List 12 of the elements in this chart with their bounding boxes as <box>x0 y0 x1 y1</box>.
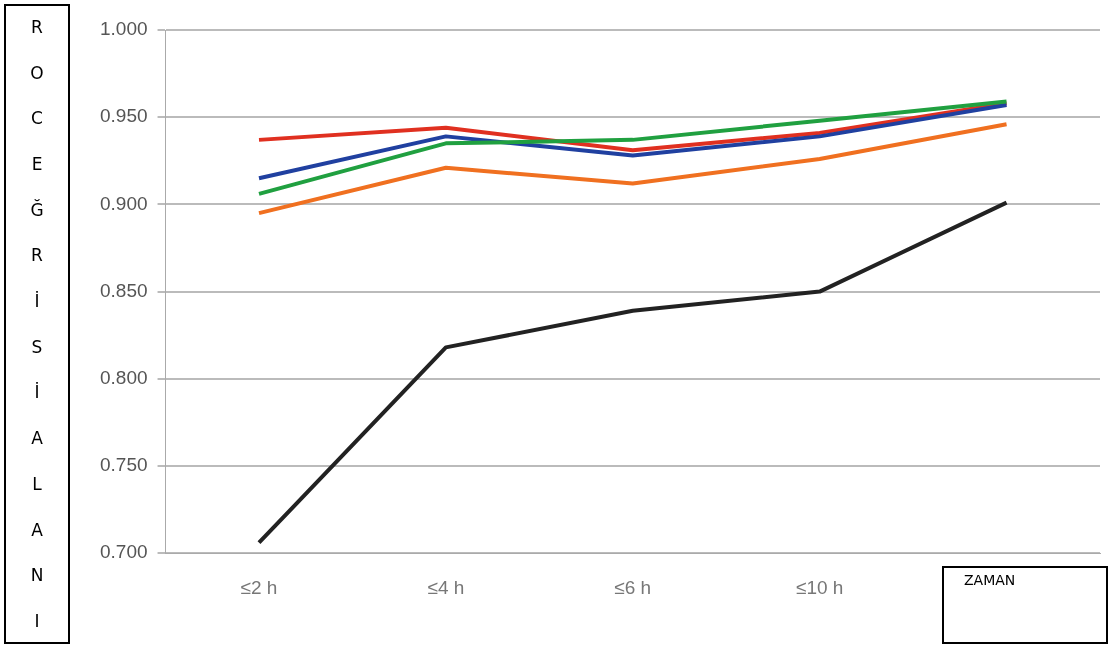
y-tick-label: 1.000 <box>100 18 148 40</box>
x-tick-label: ≤10 h <box>795 576 844 598</box>
x-tick-label: ≤6 h <box>614 576 652 598</box>
x-tick-label: ≤2 h <box>240 576 278 598</box>
y-tick-label: 0.900 <box>100 192 148 214</box>
y-tick-label: 0.700 <box>100 541 148 563</box>
text: ROC EĞRİSİ ALANI <box>30 16 44 631</box>
y-tick-label: 0.800 <box>100 367 148 389</box>
y-tick-label: 0.850 <box>100 279 148 301</box>
x-tick-label: ≤4 h <box>427 576 465 598</box>
y-tick-label: 0.750 <box>100 454 148 476</box>
y-tick-label: 0.950 <box>100 105 148 127</box>
